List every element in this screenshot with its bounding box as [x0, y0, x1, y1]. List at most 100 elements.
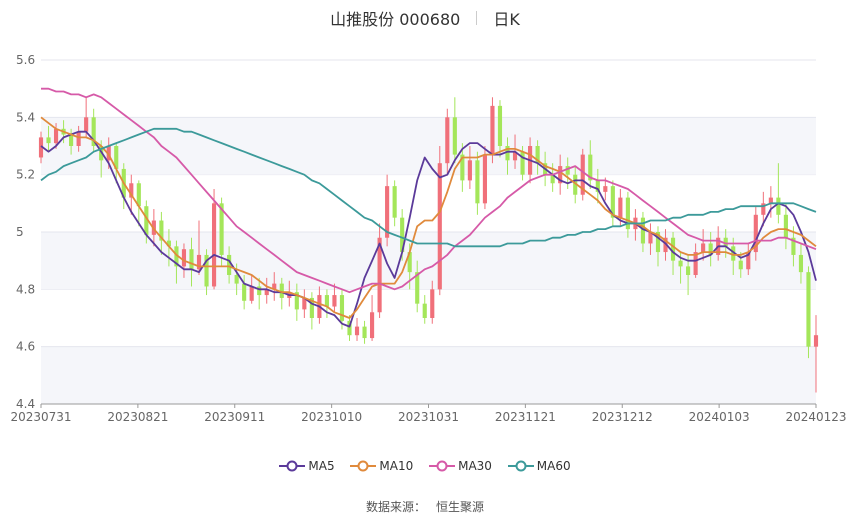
- candle-body: [663, 237, 668, 253]
- candle-body: [573, 174, 578, 195]
- candle-body: [309, 297, 314, 318]
- candle-body: [400, 217, 405, 253]
- grid-band: [41, 117, 816, 175]
- candle-body: [181, 249, 187, 267]
- candle-body: [512, 151, 518, 161]
- x-tick-label: 20231212: [592, 410, 653, 424]
- data-source: 数据来源： 恒生聚源: [0, 498, 850, 515]
- candle-body: [467, 160, 472, 181]
- candle-body: [392, 186, 397, 218]
- moving-average-lines: [40, 87, 817, 328]
- y-axis: 4.4 4.6 4.8 5 5.2 5.4 5.6: [16, 53, 35, 411]
- candle-body: [475, 160, 480, 204]
- candle-body: [69, 134, 74, 146]
- candle-body: [686, 266, 691, 275]
- candle-body: [678, 260, 683, 267]
- candle-body: [520, 151, 525, 175]
- candle-body: [84, 117, 89, 132]
- candle-body: [791, 237, 796, 255]
- candle-body: [46, 137, 51, 144]
- legend-item-ma30[interactable]: MA30: [429, 458, 492, 473]
- grid-band: [41, 346, 816, 404]
- candle-body: [558, 166, 563, 184]
- candle-body: [211, 203, 217, 287]
- candle-body: [257, 286, 262, 296]
- candle-body: [588, 154, 593, 181]
- candle-body: [783, 214, 788, 238]
- stock-name-code: 山推股份 000680: [330, 10, 461, 29]
- candle-body: [294, 292, 299, 310]
- candle-body: [708, 243, 713, 255]
- x-tick-label: 20240103: [689, 410, 750, 424]
- candle-body: [701, 243, 706, 253]
- legend-label: MA10: [379, 458, 414, 473]
- legend-item-ma10[interactable]: MA10: [350, 458, 413, 473]
- candle-body: [746, 252, 751, 270]
- candle-body: [174, 246, 179, 267]
- candle-body: [738, 260, 743, 270]
- legend-marker-icon: [429, 460, 456, 471]
- grid-band: [41, 232, 816, 290]
- y-tick-label: 5.4: [16, 110, 35, 124]
- candle-body: [753, 214, 758, 253]
- y-tick-label: 4.8: [16, 282, 35, 296]
- ma-line-ma30: [41, 87, 817, 294]
- y-tick-label: 5.2: [16, 168, 35, 182]
- candle-body: [550, 174, 555, 184]
- legend-label: MA5: [308, 458, 335, 473]
- candle-body: [159, 220, 164, 241]
- candle-body: [565, 166, 570, 175]
- candle-body: [354, 326, 360, 336]
- x-tick-label: 20231031: [398, 410, 459, 424]
- candlestick-chart: 4.44.64.855.25.45.6 20230731 20230821 2023…: [10, 53, 847, 424]
- legend-label: MA30: [458, 458, 492, 473]
- candle-body: [234, 275, 239, 284]
- candle-body: [362, 326, 367, 339]
- candle-body: [445, 117, 450, 164]
- y-tick-label: 4.4: [16, 397, 35, 411]
- candle-body: [136, 183, 141, 207]
- candle-body: [129, 183, 134, 198]
- x-axis: 20230731 20230821 20230911 20231010 20231031…: [10, 404, 847, 424]
- candle-body: [731, 246, 736, 261]
- candle-body: [53, 128, 59, 144]
- x-tick-label: 20231121: [495, 410, 556, 424]
- x-tick-label: 20230911: [204, 410, 265, 424]
- candle-body: [430, 289, 435, 318]
- candle-body: [482, 154, 488, 204]
- candle-body: [806, 272, 811, 347]
- candle-body: [377, 237, 382, 313]
- candle-body: [460, 154, 465, 181]
- candle-body: [768, 197, 773, 204]
- candle-body: [76, 131, 81, 146]
- candle-body: [91, 117, 96, 146]
- candle-body: [227, 254, 232, 275]
- candle-body: [610, 186, 615, 218]
- candle-body: [625, 197, 630, 230]
- legend-item-ma5[interactable]: MA5: [279, 458, 335, 473]
- legend-marker-icon: [350, 460, 377, 471]
- x-tick-label: 20230731: [10, 410, 71, 424]
- y-tick-label: 5: [16, 225, 24, 239]
- x-tick-label: 20240123: [785, 410, 846, 424]
- candle-body: [369, 312, 375, 339]
- candle-body: [776, 197, 781, 215]
- candle-body: [655, 232, 661, 253]
- candle-body: [648, 232, 653, 244]
- legend-marker-icon: [507, 460, 534, 471]
- candle-body: [490, 105, 495, 155]
- candle-body: [166, 240, 171, 247]
- source-label: 数据来源：: [365, 500, 426, 514]
- period-label[interactable]: 日K: [493, 10, 520, 29]
- candle-body: [332, 295, 337, 307]
- legend-item-ma60[interactable]: MA60: [507, 458, 571, 473]
- candle-body: [497, 105, 503, 146]
- legend-label: MA60: [536, 458, 571, 473]
- candle-body: [415, 272, 420, 304]
- candle-body: [106, 146, 111, 161]
- candle-body: [535, 146, 540, 164]
- candle-body: [422, 303, 427, 318]
- candle-body: [407, 252, 412, 273]
- title-divider: [476, 11, 478, 25]
- candle-body: [249, 286, 254, 301]
